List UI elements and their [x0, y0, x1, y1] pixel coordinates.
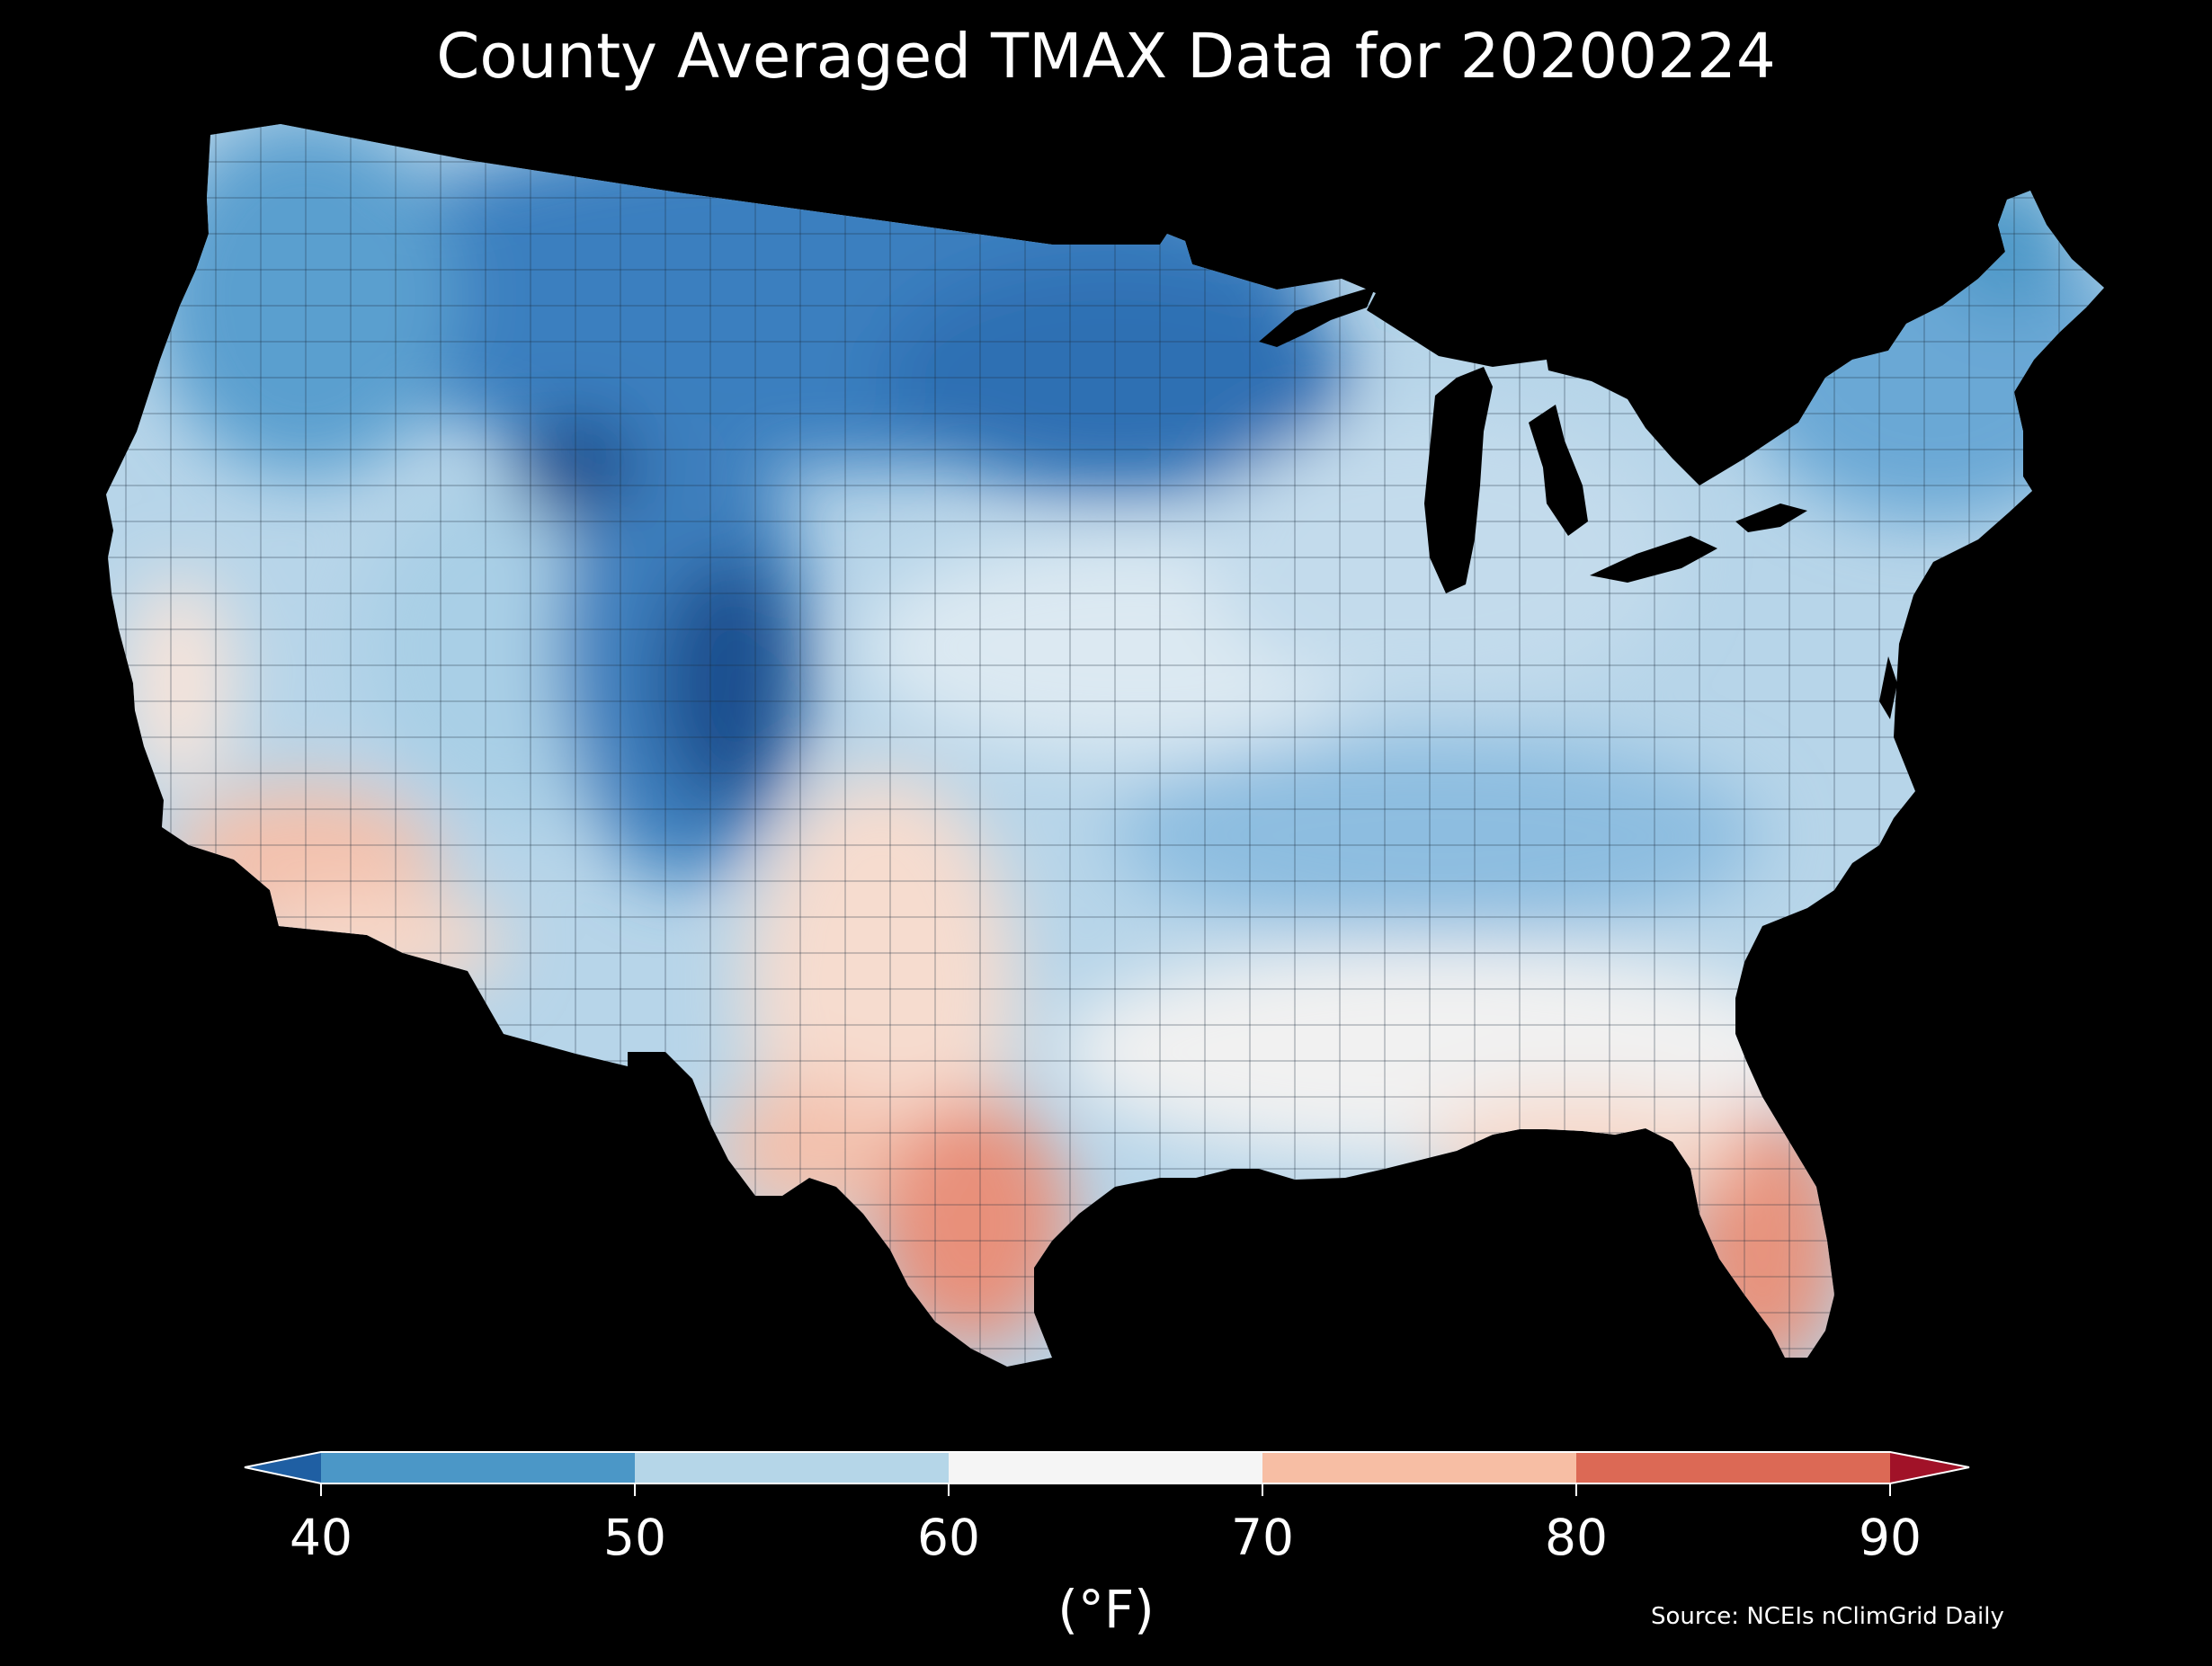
colorbar-extend-low [245, 1452, 321, 1483]
colorbar-tick-label: 50 [603, 1509, 666, 1566]
colorbar-tick-label: 40 [290, 1509, 352, 1566]
colorbar-bin-50-60 [635, 1452, 949, 1483]
map-title: County Averaged TMAX Data for 20200224 [436, 21, 1776, 93]
lake-ontario [1735, 503, 1807, 532]
colorbar-tick-label: 70 [1231, 1509, 1294, 1566]
lake-huron [1529, 405, 1588, 536]
region-south-texas [872, 1097, 1070, 1349]
colorbar-tick-label: 90 [1859, 1509, 1922, 1566]
great-lakes [1259, 286, 1807, 593]
chesapeake-bay [1879, 656, 1897, 719]
colorbar-ticks [320, 1483, 1891, 1496]
colorbar-bin-40-50 [321, 1452, 635, 1483]
colorbar-units-label: (°F) [1057, 1579, 1155, 1640]
lake-superior [1259, 286, 1376, 347]
colorbar-bin-70-80 [1262, 1452, 1576, 1483]
colorbar-tick-label: 60 [917, 1509, 980, 1566]
region-northeast [1735, 198, 2104, 521]
colorbar-tick-label: 80 [1545, 1509, 1608, 1566]
source-note: Source: NCEIs nClimGrid Daily [1651, 1603, 2004, 1630]
lake-erie [1590, 536, 1717, 583]
region-colorado-rockies [656, 557, 800, 809]
colorbar-extend-high [1890, 1452, 1969, 1483]
region-pacific-northwest [153, 124, 459, 477]
colorbar-bin-60-70 [949, 1452, 1262, 1483]
region-ohio-valley [1115, 737, 1762, 935]
colorbar [244, 1451, 1970, 1496]
temperature-field [106, 124, 2104, 1367]
colorbar-bin-80-90 [1576, 1452, 1890, 1483]
lake-michigan [1424, 367, 1493, 593]
